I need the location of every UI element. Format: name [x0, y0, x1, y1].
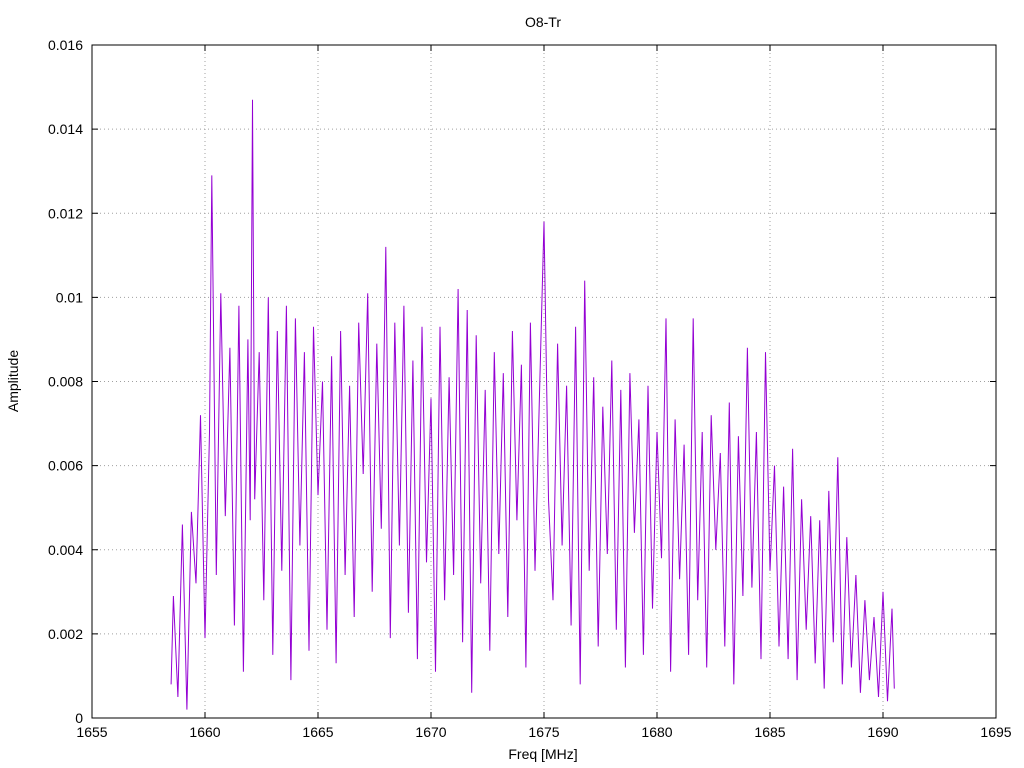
series-layer	[170, 99, 895, 710]
grid-lines	[92, 45, 996, 718]
y-tick-label: 0.006	[48, 458, 83, 474]
y-tick-label: 0.002	[48, 626, 83, 642]
y-tick-label: 0.01	[56, 289, 83, 305]
y-tick-label: 0.014	[48, 121, 83, 137]
y-tick-label: 0.012	[48, 205, 83, 221]
x-tick-label: 1680	[641, 724, 672, 740]
x-tick-label: 1670	[415, 724, 446, 740]
x-tick-label: 1675	[528, 724, 559, 740]
y-tick-labels: 0 0.002 0.004 0.006 0.008 0.01 0.012 0.014 0.016	[48, 37, 83, 726]
x-tick-label: 1695	[980, 724, 1011, 740]
x-tick-label: 1690	[867, 724, 898, 740]
x-tick-labels: 1655 1660 1665 1670 1675 1680 1685 1690 1695	[76, 724, 1011, 740]
x-tick-label: 1685	[754, 724, 785, 740]
x-tick-label: 1660	[189, 724, 220, 740]
amplitude-series-line	[170, 99, 895, 710]
y-tick-label: 0.008	[48, 374, 83, 390]
x-tick-label: 1665	[302, 724, 333, 740]
y-tick-label: 0.004	[48, 542, 83, 558]
y-tick-label: 0.016	[48, 37, 83, 53]
y-axis-title: Amplitude	[5, 350, 21, 412]
x-axis-title: Freq [MHz]	[508, 746, 577, 762]
y-tick-label: 0	[75, 710, 83, 726]
x-tick-label: 1655	[76, 724, 107, 740]
chart-title: O8-Tr	[525, 14, 561, 30]
tick-marks	[91, 44, 997, 719]
